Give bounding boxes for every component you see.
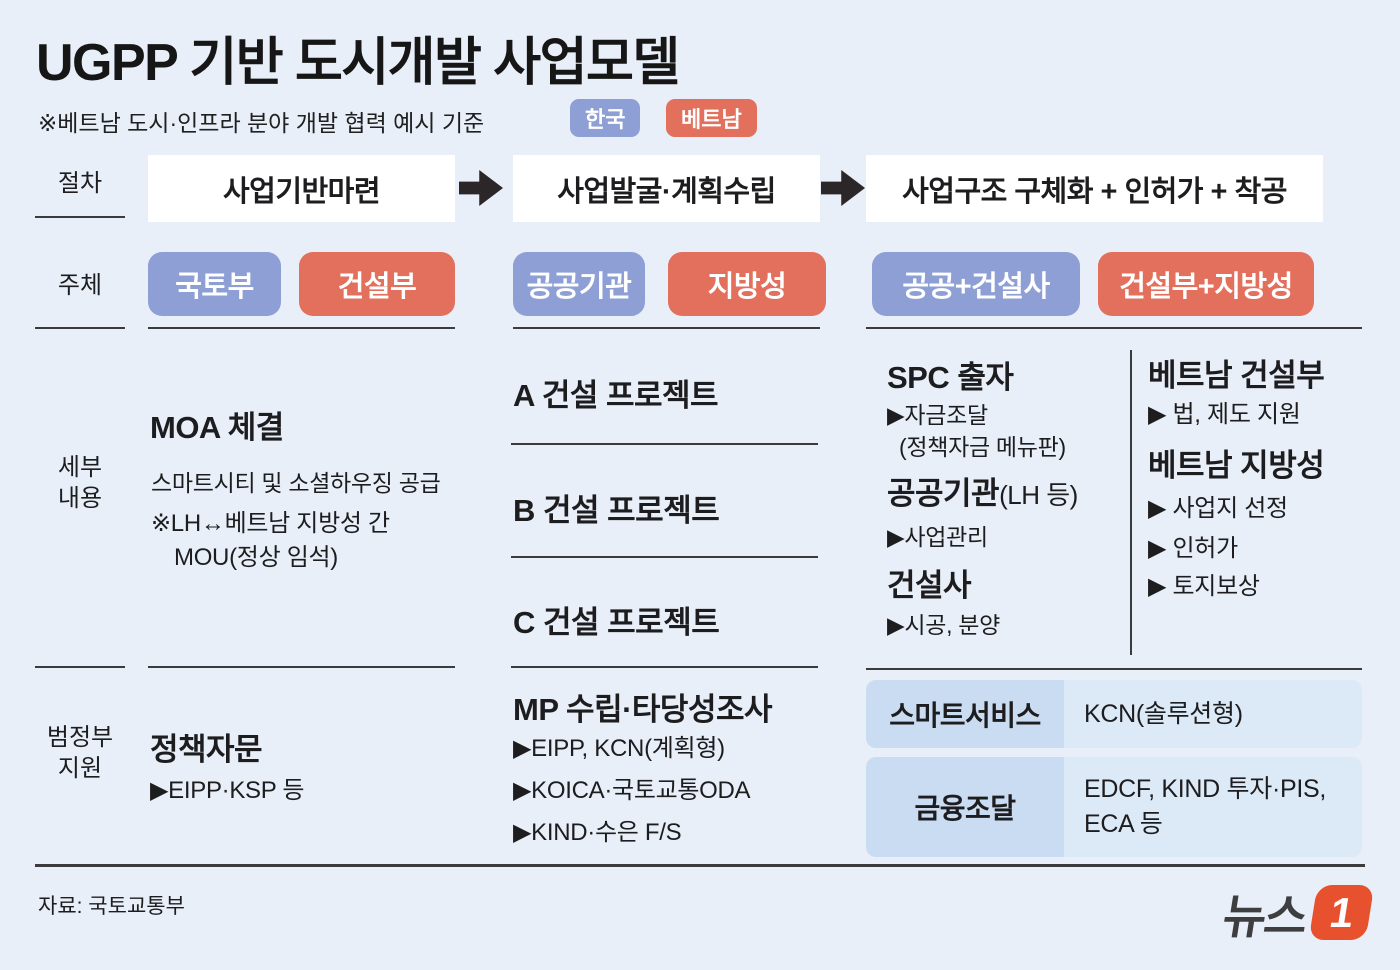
policy-item-1: ▶EIPP·KSP 등 [150, 777, 305, 804]
panel-smart-service-key: 스마트서비스 [866, 680, 1064, 748]
project-c: C 건설 프로젝트 [513, 605, 720, 640]
subject-badge-public-builder: 공공+건설사 [872, 252, 1080, 316]
legend-korea-badge: 한국 [570, 99, 641, 137]
policy-heading: 정책자문 [150, 732, 263, 767]
panel-financing: 금융조달 EDCF, KIND 투자·PIS, ECA 등 [866, 757, 1362, 857]
legend-vietnam-badge: 베트남 [666, 99, 757, 137]
source-text: 자료: 국토교통부 [38, 895, 185, 918]
news1-logo-number-icon: 1 [1308, 885, 1375, 940]
divider-subject-col3 [866, 327, 1362, 329]
page-title: UGPP 기반 도시개발 사업모델 [36, 34, 680, 92]
divider-detail-col2 [511, 666, 818, 668]
divider-subject-col1 [148, 327, 455, 329]
flow-arrow-icon [459, 170, 503, 206]
mp-item-2: ▶KOICA·국토교통ODA [513, 777, 751, 804]
panel-smart-service-value: KCN(솔루션형) [1084, 699, 1243, 728]
row-label-detail-line2: 내용 [57, 485, 103, 512]
mp-item-3: ▶KIND·수은 F/S [513, 819, 682, 846]
divider-procedure-label [35, 216, 125, 218]
divider-detail-label [35, 666, 125, 668]
row-label-subject: 주체 [57, 272, 103, 299]
divider-project-a [511, 443, 818, 445]
vn-province-heading: 베트남 지방성 [1148, 448, 1325, 483]
moa-line-2: ※LH↔베트남 지방성 간 [151, 510, 390, 537]
row-label-support-line2: 지원 [57, 755, 103, 782]
flow-arrow-icon [821, 170, 865, 206]
procedure-step-1: 사업기반마련 [148, 155, 455, 222]
divider-subject-col2 [513, 327, 820, 329]
spc-item-2: (정책자금 메뉴판) [899, 434, 1066, 460]
vn-province-item-2: ▶ 인허가 [1148, 535, 1238, 562]
mp-item-1: ▶EIPP, KCN(계획형) [513, 735, 725, 762]
row-label-support-line1: 범정부 [46, 724, 114, 751]
builder-item-1: ▶시공, 분양 [887, 612, 1001, 638]
divider-detail-col3 [866, 668, 1362, 670]
vn-province-item-3: ▶ 토지보상 [1148, 573, 1260, 600]
news1-logo: 뉴스 1 [1218, 878, 1375, 947]
news1-logo-text: 뉴스 [1218, 890, 1310, 943]
subject-badge-moc-province: 건설부+지방성 [1098, 252, 1314, 316]
divider-structure-vertical [1130, 350, 1132, 655]
moa-heading: MOA 체결 [150, 410, 284, 445]
moa-line-1: 스마트시티 및 소셜하우징 공급 [151, 470, 441, 496]
vn-moc-heading: 베트남 건설부 [1148, 358, 1325, 393]
divider-detail-col1 [148, 666, 455, 668]
public-agency-heading-suffix: (LH 등) [999, 480, 1078, 510]
row-label-support: 범정부 지원 [25, 722, 135, 784]
public-agency-heading: 공공기관(LH 등) [887, 468, 1078, 513]
row-label-detail: 세부 내용 [30, 452, 130, 514]
public-agency-item-1: ▶사업관리 [887, 524, 988, 550]
subject-badge-moc: 건설부 [299, 252, 455, 316]
divider-footer [35, 864, 1365, 867]
row-label-detail-line1: 세부 [57, 454, 103, 481]
vn-province-item-1: ▶ 사업지 선정 [1148, 495, 1288, 522]
builder-heading: 건설사 [887, 568, 972, 603]
divider-project-b [511, 556, 818, 558]
panel-financing-value-line2: ECA 등 [1084, 810, 1163, 838]
project-b: B 건설 프로젝트 [513, 493, 720, 528]
public-agency-heading-main: 공공기관 [887, 476, 1000, 511]
page-subtitle: ※베트남 도시·인프라 분야 개발 협력 예시 기준 [38, 110, 485, 136]
panel-smart-service: 스마트서비스 KCN(솔루션형) [866, 680, 1362, 748]
subject-badge-public-agency: 공공기관 [513, 252, 645, 316]
row-label-procedure: 절차 [57, 170, 103, 197]
mp-heading: MP 수립·타당성조사 [513, 692, 773, 727]
divider-subject-label [35, 327, 125, 329]
subject-badge-molit: 국토부 [148, 252, 281, 316]
procedure-step-3: 사업구조 구체화 + 인허가 + 착공 [866, 155, 1323, 222]
panel-financing-value-line1: EDCF, KIND 투자·PIS, [1084, 775, 1327, 803]
spc-heading: SPC 출자 [887, 360, 1014, 395]
procedure-step-2: 사업발굴·계획수립 [513, 155, 820, 222]
subject-badge-province: 지방성 [668, 252, 826, 316]
spc-item-1: ▶자금조달 [887, 402, 988, 428]
panel-financing-key: 금융조달 [866, 757, 1064, 857]
moa-line-3: MOU(정상 임석) [174, 544, 338, 571]
vn-moc-item-1: ▶ 법, 제도 지원 [1148, 401, 1301, 428]
project-a: A 건설 프로젝트 [513, 378, 719, 413]
